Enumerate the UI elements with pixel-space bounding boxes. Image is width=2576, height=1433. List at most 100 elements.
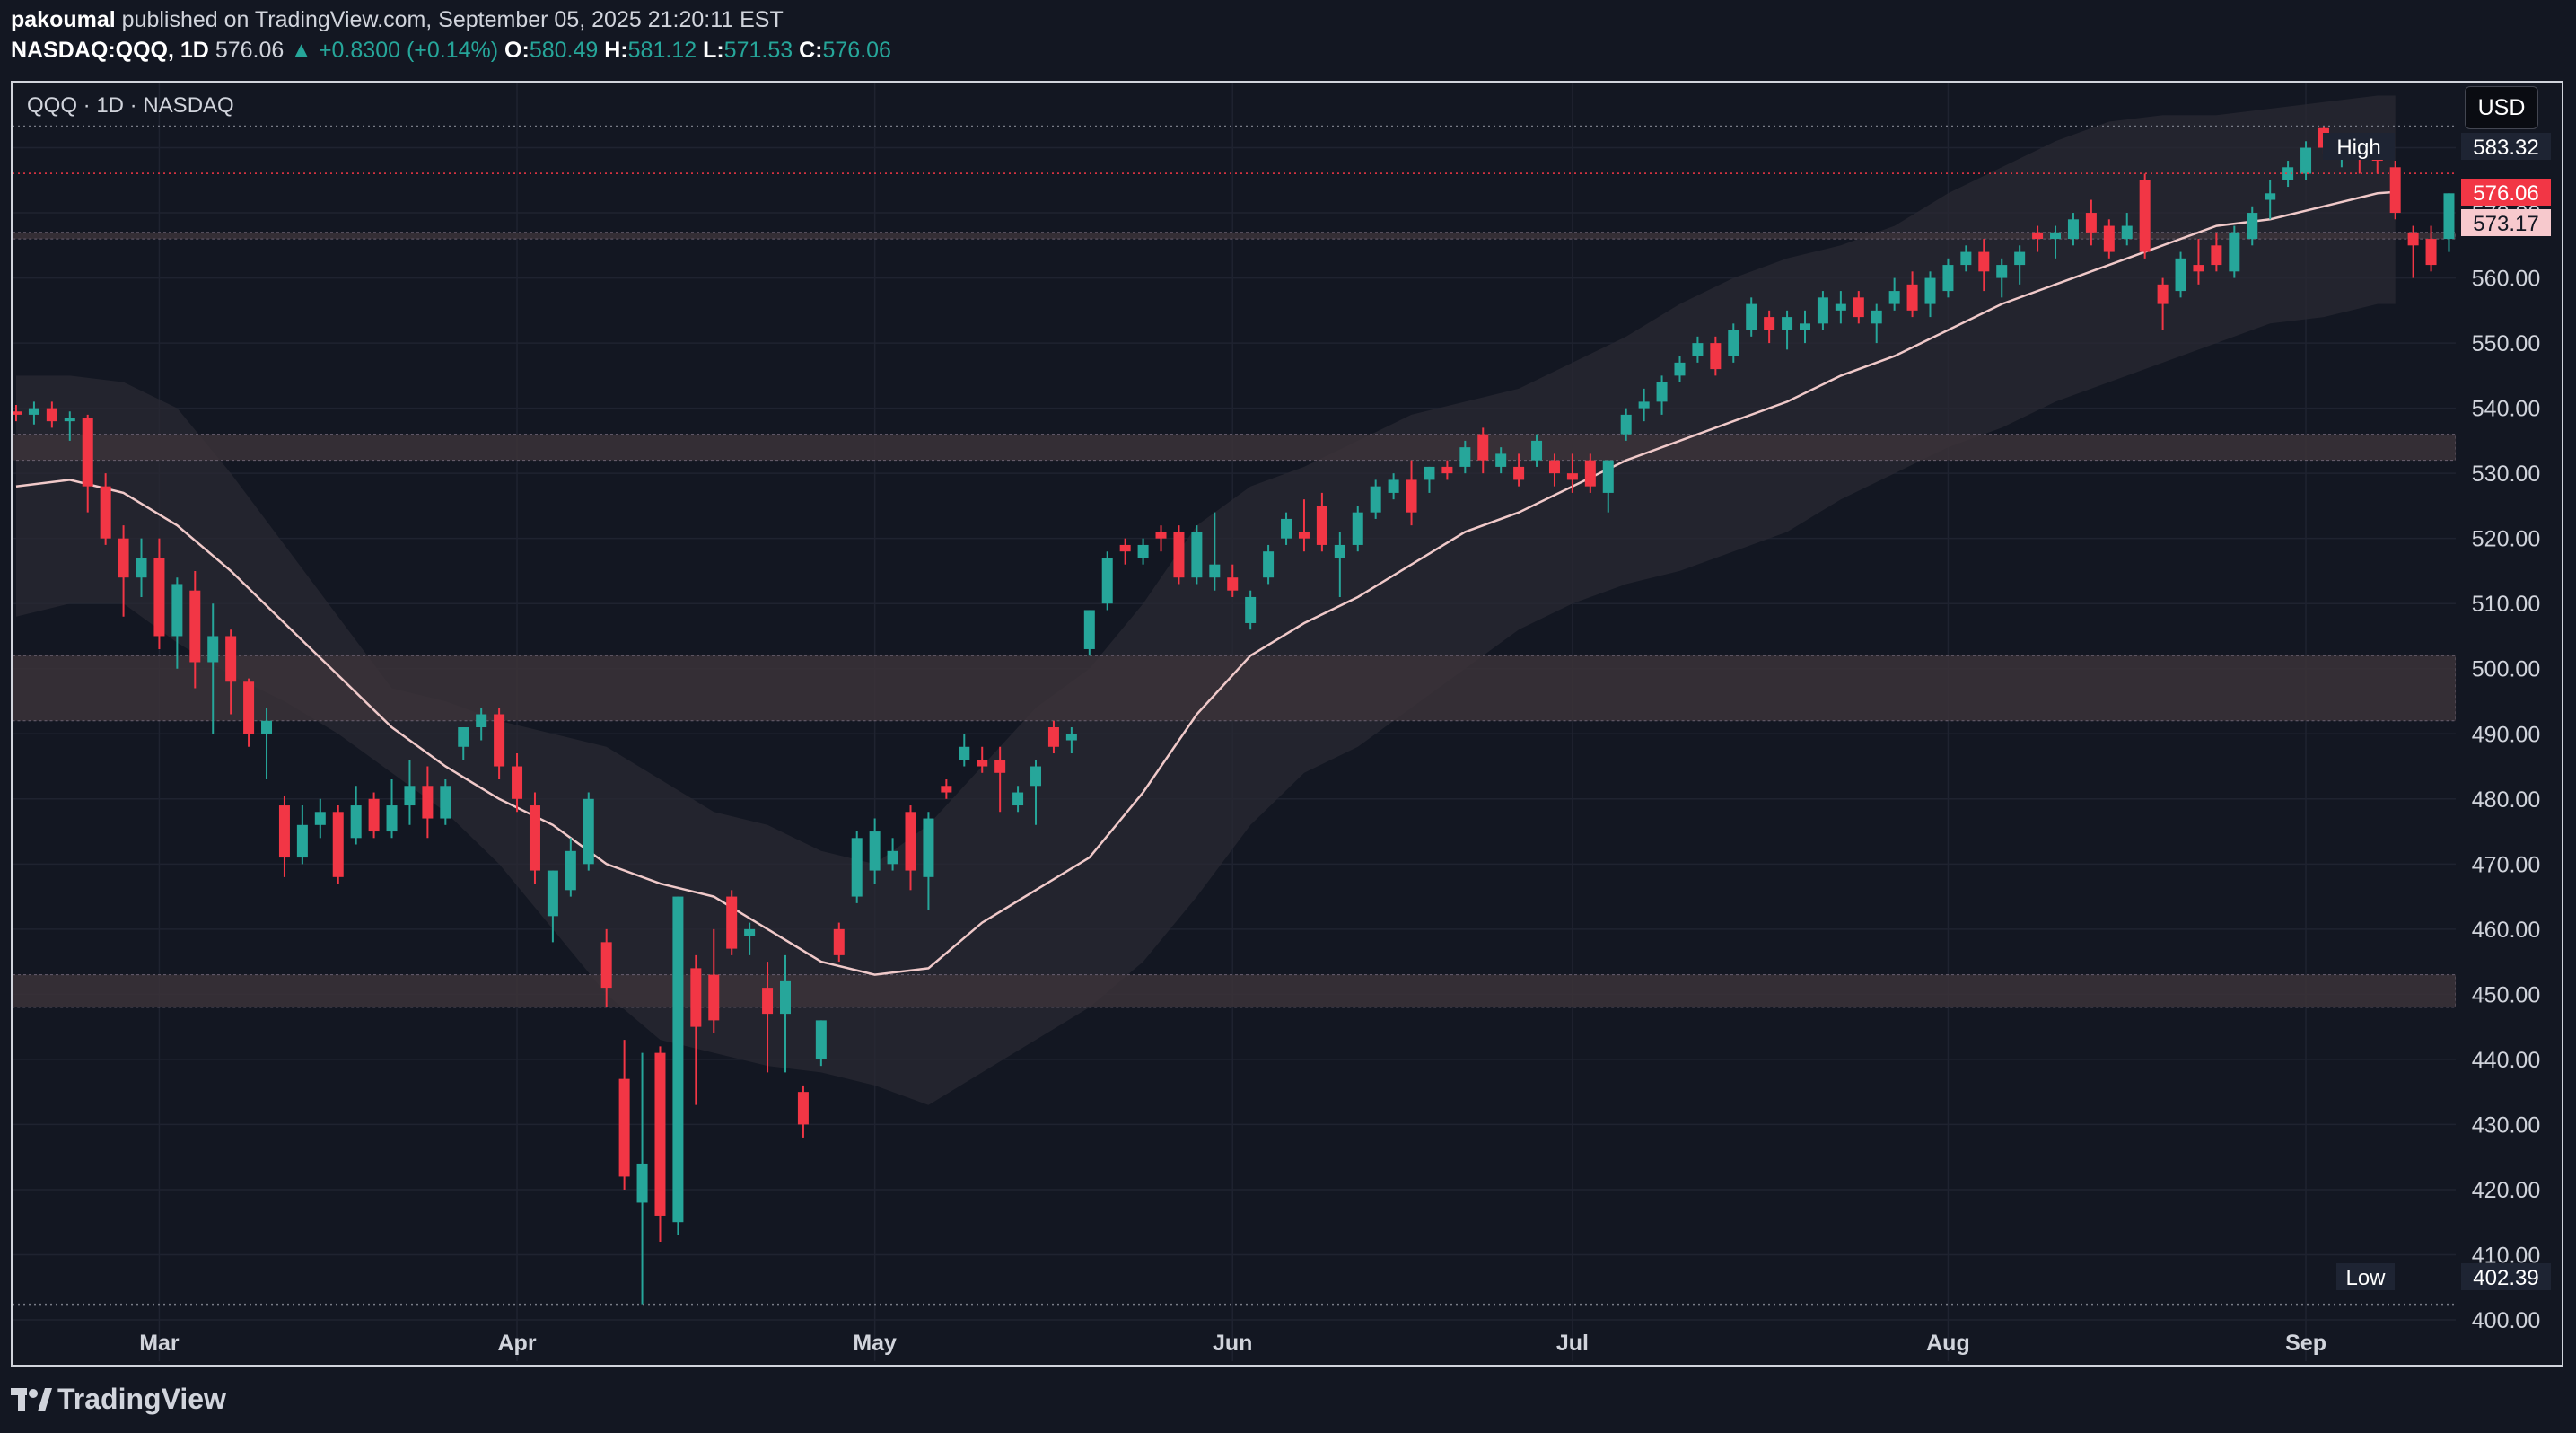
candle-body <box>1495 453 1507 467</box>
candle-body <box>690 968 702 1027</box>
candle-body <box>2050 232 2062 240</box>
candle-body <box>1406 479 1417 513</box>
y-tick-label: 450.00 <box>2472 982 2540 1007</box>
candle-body <box>1996 265 2008 278</box>
high-marker-value: 583.32 <box>2473 136 2538 160</box>
candle-body <box>2533 161 2544 180</box>
candle-body <box>994 760 1006 773</box>
candle-body <box>2425 239 2437 266</box>
high-marker-label-bg <box>2323 133 2395 160</box>
currency-button[interactable]: USD <box>2465 86 2538 129</box>
candle-body <box>1477 434 1489 461</box>
candle-body <box>1316 506 1327 545</box>
candle-body <box>977 760 988 767</box>
candle-body <box>1119 544 1131 552</box>
candle-body <box>82 418 93 487</box>
candle-body <box>2085 213 2097 233</box>
x-tick-label: Jun <box>1213 1331 1252 1356</box>
candle-body <box>1155 532 1167 539</box>
candle-body <box>1065 734 1077 741</box>
candle-body <box>243 681 255 734</box>
candle-body <box>565 850 576 891</box>
candle-body <box>1746 303 1757 330</box>
candle-body <box>1531 440 1543 461</box>
candle-body <box>1764 317 1775 330</box>
up-arrow-icon: ▲ <box>290 38 312 63</box>
open-value: 580.49 <box>529 38 599 63</box>
candle-body <box>654 1052 666 1216</box>
candle-body <box>1728 330 1739 356</box>
candle-body <box>1334 544 1345 558</box>
candle-body <box>815 1020 827 1059</box>
y-tick-label: 490.00 <box>2472 722 2540 747</box>
x-tick-label: Sep <box>2285 1331 2326 1356</box>
candle-body <box>1245 596 1257 623</box>
candle-body <box>2300 147 2312 174</box>
ohlc-summary: NASDAQ:QQQ, 1D 576.06 ▲ +0.8300 (+0.14%)… <box>11 38 891 64</box>
candle-body <box>2211 245 2222 266</box>
candle-body <box>2032 232 2044 240</box>
low-label: L: <box>703 38 724 63</box>
candle-body <box>1298 532 1310 539</box>
support-resistance-zone <box>13 655 2456 722</box>
ma-price-tag-bg <box>2461 209 2551 236</box>
candle-body <box>1441 466 1453 474</box>
tradingview-logo[interactable]: TradingView <box>11 1383 226 1416</box>
candle-body <box>118 538 129 578</box>
candle-body <box>1263 551 1275 578</box>
low-marker-label: Low <box>2345 1266 2386 1290</box>
y-tick-label: 480.00 <box>2472 787 2540 813</box>
candle-body <box>2067 219 2079 240</box>
publisher-name[interactable]: pakoumal <box>11 7 116 32</box>
candle-body <box>225 636 237 682</box>
candle-body <box>368 798 380 832</box>
candle-body <box>153 558 165 637</box>
candle-body <box>1871 310 1882 324</box>
candle-body <box>1620 414 1632 435</box>
candle-body <box>672 896 684 1223</box>
last-price-tag: 576.06 <box>2473 181 2538 206</box>
candle-body <box>2157 284 2169 304</box>
candle-body <box>1137 544 1149 558</box>
candle-body <box>1692 343 1704 356</box>
low-value: 571.53 <box>723 38 793 63</box>
candle-body <box>171 584 183 637</box>
candle-body <box>1602 460 1614 493</box>
candle-body <box>1209 564 1221 578</box>
y-tick-label: 520.00 <box>2472 527 2540 552</box>
candle-body <box>136 558 147 578</box>
published-text: published on TradingView.com, September … <box>121 7 784 32</box>
candle-body <box>1960 251 1972 266</box>
candle-body <box>1012 792 1024 806</box>
candle-body <box>833 928 845 955</box>
candle-body <box>2551 193 2562 207</box>
x-tick-label: Apr <box>498 1331 537 1356</box>
candle-body <box>1101 558 1113 604</box>
candle-body <box>2229 232 2240 272</box>
y-tick-label: 540.00 <box>2472 397 2540 422</box>
candle-body <box>1888 291 1900 304</box>
close-value: 576.06 <box>822 38 891 63</box>
candle-body <box>708 974 720 1021</box>
candle-body <box>2407 232 2419 246</box>
y-tick-label: 470.00 <box>2472 852 2540 877</box>
candle-body <box>1835 303 1846 311</box>
candle-body <box>1566 473 1578 480</box>
candle-body <box>762 988 774 1015</box>
candle-body <box>529 805 540 871</box>
candle-body <box>1978 251 1990 272</box>
candle-body <box>1227 577 1239 591</box>
candle-body <box>2175 258 2186 292</box>
candle-body <box>2014 251 2026 266</box>
candle-body <box>2139 180 2151 252</box>
candle-body <box>636 1163 648 1203</box>
support-resistance-zone <box>13 974 2456 1008</box>
high-marker-value-bg <box>2461 133 2551 160</box>
candle-body <box>2247 213 2258 240</box>
candle-body <box>1942 265 1954 292</box>
candle-body <box>1030 766 1042 787</box>
open-label: O: <box>504 38 530 63</box>
y-tick-label: 500.00 <box>2472 657 2540 682</box>
candle-body <box>278 805 290 858</box>
